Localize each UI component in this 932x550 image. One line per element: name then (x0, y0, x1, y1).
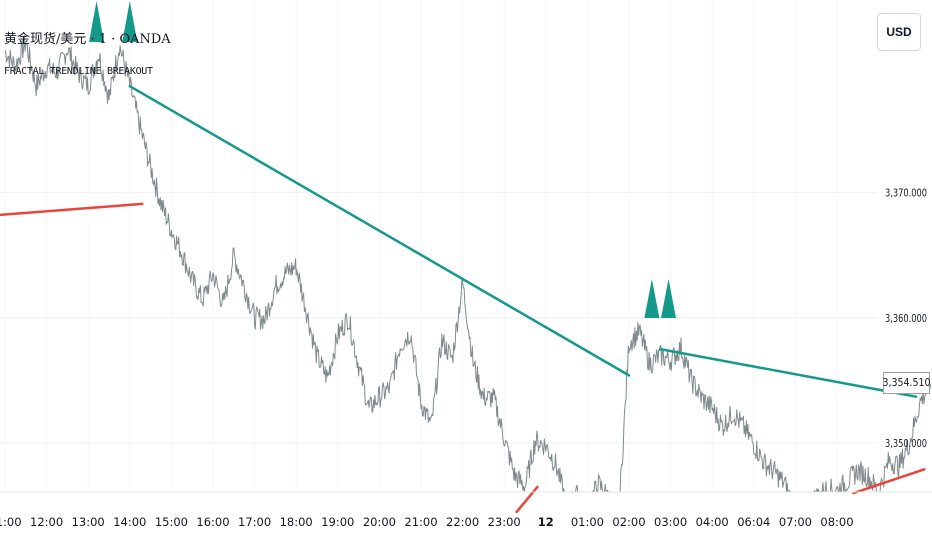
support-trendline (515, 485, 539, 514)
support-trendline (852, 468, 926, 495)
x-tick-label: 14:00 (113, 515, 146, 529)
x-tick-label: 19:00 (321, 515, 354, 529)
last-price-tag: 3,354.510 (882, 372, 931, 394)
x-tick-label: 13:00 (72, 515, 105, 529)
trendlines (0, 84, 926, 514)
price-line (4, 35, 932, 493)
symbol-title[interactable]: 黄金现货/美元 · 1 · OANDA (4, 32, 171, 47)
fractal-markers (89, 1, 677, 318)
y-axis[interactable]: 3,350.000 3,360.000 3,370.000 (885, 187, 927, 450)
support-trendline (0, 202, 144, 217)
y-tick-label: 3,370.000 (885, 187, 927, 200)
x-tick-label: 08:00 (820, 515, 853, 529)
fractal-up-marker (644, 279, 660, 318)
x-tick-label: 01:00 (571, 515, 604, 529)
x-tick-label: 16:00 (196, 515, 229, 529)
x-tick-label: 22:00 (446, 515, 479, 529)
x-tick-label: 18:00 (280, 515, 313, 529)
currency-button[interactable]: USD (877, 13, 921, 51)
x-tick-label: 04:00 (696, 515, 729, 529)
x-tick-label: 06:04 (737, 515, 770, 529)
x-tick-label: 03:00 (654, 515, 687, 529)
x-tick-label: 02:00 (612, 515, 645, 529)
y-tick-label: 3,360.000 (885, 312, 927, 325)
x-tick-label: 20:00 (363, 515, 396, 529)
x-axis[interactable]: 11:00 12:00 13:00 14:00 15:00 16:00 17:00 18:00… (0, 515, 854, 529)
x-tick-label: 11:00 (0, 515, 22, 529)
x-tick-label: 15:00 (155, 515, 188, 529)
x-tick-label: 21:00 (404, 515, 437, 529)
price-series (4, 35, 932, 493)
x-tick-label: 07:00 (779, 515, 812, 529)
x-tick-label: 17:00 (238, 515, 271, 529)
resistance-trendline (658, 347, 918, 398)
fractal-up-marker (89, 1, 105, 42)
grid-lines (0, 192, 878, 444)
fractal-up-marker (661, 279, 677, 318)
x-tick-label: 12:00 (30, 515, 63, 529)
fractal-up-marker (122, 1, 138, 42)
resistance-trendline (128, 84, 631, 377)
indicator-title[interactable]: FRACTAL TRENDLINE BREAKOUT (4, 66, 153, 77)
y-tick-label: 3,350.000 (885, 437, 927, 450)
x-tick-label: 23:00 (488, 515, 521, 529)
x-tick-label: 12 (538, 515, 554, 529)
